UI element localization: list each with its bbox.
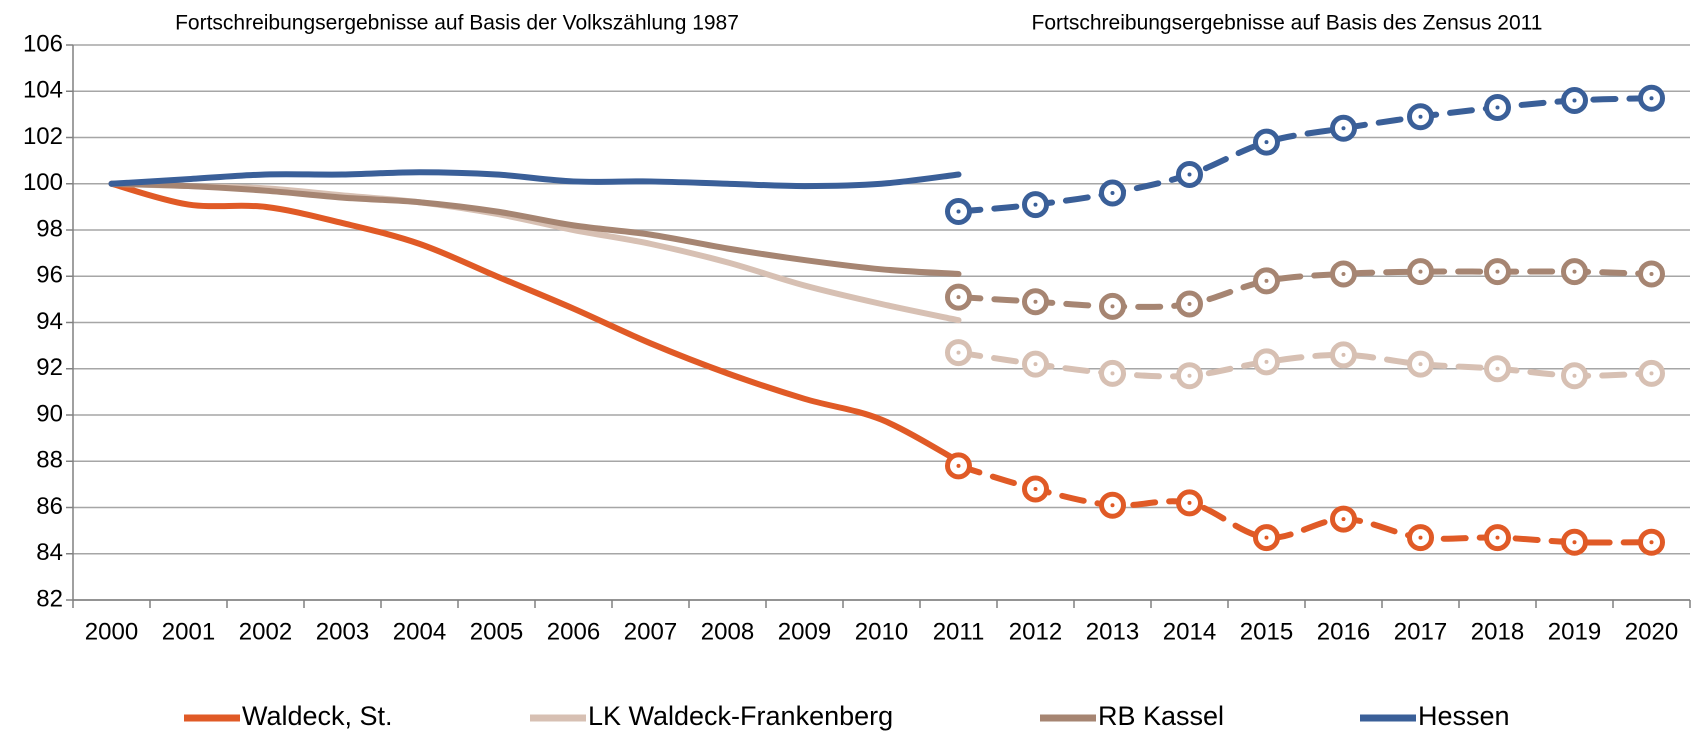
marker-dot (1418, 269, 1423, 274)
legend-label: LK Waldeck-Frankenberg (588, 701, 893, 731)
legend-label: RB Kassel (1098, 701, 1224, 731)
y-tick-label: 102 (23, 123, 63, 150)
marker-dot (1341, 126, 1346, 131)
line (108, 180, 962, 465)
marker-dot (1264, 140, 1269, 145)
marker-dot (1264, 535, 1269, 540)
marker-dot (1341, 517, 1346, 522)
y-tick-label: 86 (36, 493, 63, 520)
marker-dot (1110, 304, 1115, 309)
x-tick-label: 2017 (1394, 618, 1447, 645)
annotation: Fortschreibungsergebnisse auf Basis des … (1032, 12, 1543, 35)
marker-dot (1495, 366, 1500, 371)
x-tick-label: 2008 (701, 618, 754, 645)
x-tick-label: 2006 (547, 618, 600, 645)
census-line (955, 95, 1655, 215)
marker-dot (1418, 114, 1423, 119)
x-tick-label: 2003 (316, 618, 369, 645)
x-tick-label: 2009 (778, 618, 831, 645)
x-tick-label: 2012 (1009, 618, 1062, 645)
line (108, 180, 962, 277)
x-tick-label: 2000 (85, 618, 138, 645)
marker-dot (1187, 302, 1192, 306)
legend-label: Waldeck, St. (242, 701, 393, 731)
x-tick-label: 2020 (1625, 618, 1678, 645)
y-tick-label: 106 (23, 30, 63, 57)
marker-dot (1572, 98, 1577, 103)
marker-dot (1572, 540, 1577, 545)
marker-dot (1418, 535, 1423, 540)
y-tick-label: 96 (36, 262, 63, 289)
x-tick-label: 2005 (470, 618, 523, 645)
marker-dot (956, 350, 961, 355)
marker-dot (1264, 359, 1269, 364)
marker-dot (1341, 352, 1346, 357)
marker-dot (1033, 487, 1038, 491)
census-line (955, 268, 1655, 310)
legend-label: Hessen (1418, 701, 1510, 731)
x-tick-label: 2013 (1086, 618, 1139, 645)
marker-dot (1033, 299, 1038, 304)
x-tick-label: 2001 (162, 618, 215, 645)
x-tick-label: 2002 (239, 618, 292, 645)
y-tick-label: 90 (36, 400, 63, 427)
marker-dot (1649, 371, 1654, 376)
marker-dot (1572, 269, 1577, 274)
marker-dot (1495, 269, 1500, 274)
marker-dot (956, 463, 961, 468)
marker-dot (1649, 96, 1654, 101)
marker-dot (1033, 362, 1038, 367)
marker-dot (1649, 271, 1654, 276)
marker-dot (1110, 503, 1115, 508)
x-tick-label: 2011 (933, 618, 985, 645)
annotation: Fortschreibungsergebnisse auf Basis der … (175, 12, 739, 35)
marker-dot (1418, 362, 1423, 367)
x-tick-label: 2015 (1240, 618, 1293, 645)
marker-dot (1264, 278, 1269, 283)
y-tick-label: 84 (36, 539, 63, 566)
marker-dot (1649, 540, 1654, 545)
marker-dot (1187, 500, 1192, 505)
y-tick-label: 88 (36, 447, 63, 474)
census-line (955, 462, 1655, 546)
marker-dot (1187, 172, 1192, 177)
census-line (955, 349, 1655, 380)
marker-dot (1110, 191, 1115, 195)
x-tick-label: 2007 (624, 618, 677, 645)
marker-dot (1341, 271, 1346, 276)
y-tick-label: 94 (36, 308, 63, 335)
marker-dot (1187, 373, 1192, 378)
marker-dot (1495, 105, 1500, 110)
y-tick-label: 100 (23, 169, 63, 196)
marker-dot (1495, 535, 1500, 540)
marker-dot (956, 209, 961, 214)
x-tick-label: 2018 (1471, 618, 1524, 645)
x-tick-label: 2019 (1548, 618, 1601, 645)
y-tick-label: 98 (36, 215, 63, 242)
x-tick-label: 2004 (393, 618, 446, 645)
y-tick-label: 92 (36, 354, 63, 381)
marker-dot (1033, 202, 1038, 207)
y-tick-label: 104 (23, 77, 63, 104)
x-tick-label: 2010 (855, 618, 908, 645)
x-tick-label: 2014 (1163, 618, 1216, 645)
line (108, 169, 962, 190)
marker-dot (956, 295, 961, 300)
x-tick-label: 2016 (1317, 618, 1370, 645)
marker-dot (1572, 373, 1577, 378)
marker-dot (1110, 371, 1115, 376)
y-tick-label: 82 (36, 585, 63, 612)
